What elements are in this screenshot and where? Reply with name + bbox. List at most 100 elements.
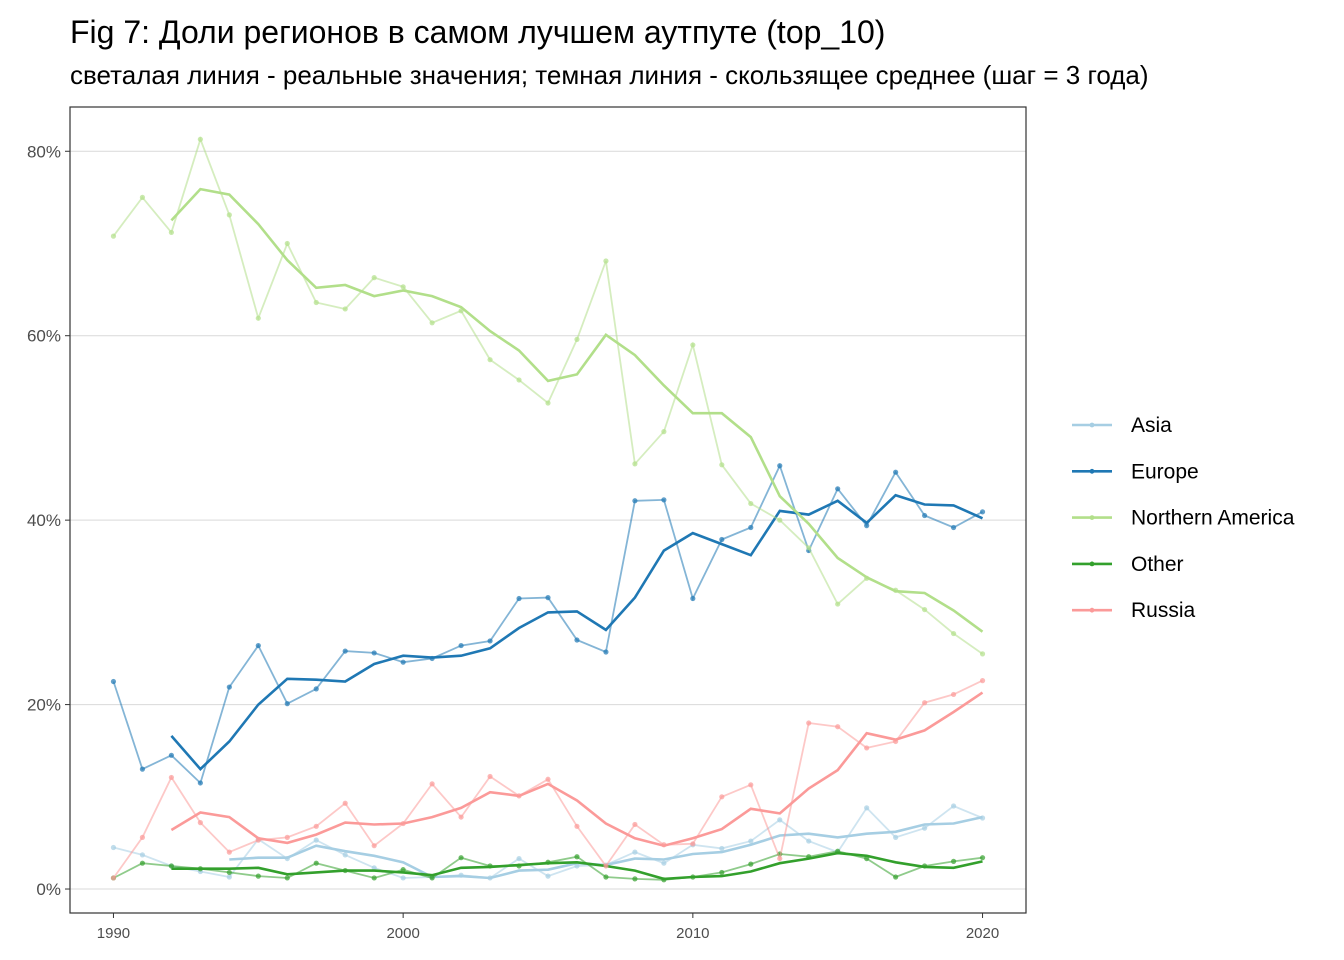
raw-point-russia (371, 843, 377, 849)
raw-point-other (574, 854, 580, 860)
series-other (110, 848, 986, 883)
raw-point-northern-america (168, 229, 174, 236)
raw-point-northern-america (922, 606, 928, 613)
rolling-line-other (171, 851, 983, 881)
raw-point-russia (979, 678, 986, 684)
raw-point-other (313, 860, 319, 866)
raw-point-northern-america (429, 320, 435, 326)
raw-point-asia (777, 817, 783, 823)
plot-border (69, 106, 1027, 914)
raw-point-europe (255, 642, 261, 649)
raw-point-asia (748, 838, 754, 844)
raw-point-other (284, 875, 290, 881)
raw-point-europe (342, 648, 348, 654)
raw-point-russia (429, 781, 435, 787)
raw-point-europe (748, 524, 754, 531)
raw-point-northern-america (574, 336, 580, 342)
raw-point-northern-america (255, 315, 261, 321)
raw-point-northern-america (835, 601, 841, 607)
raw-point-europe (487, 638, 493, 644)
raw-point-northern-america (284, 240, 290, 247)
raw-point-other (950, 858, 957, 864)
raw-point-northern-america (313, 299, 319, 306)
raw-point-northern-america (487, 357, 493, 363)
raw-point-russia (226, 849, 232, 855)
raw-point-europe (922, 512, 928, 519)
x-tick-label: 2010 (676, 925, 709, 942)
raw-point-other (226, 869, 232, 876)
series-europe (110, 463, 986, 786)
raw-point-europe (516, 595, 522, 602)
raw-point-europe (110, 678, 117, 685)
raw-point-other (719, 869, 725, 876)
raw-point-europe (719, 536, 725, 543)
raw-point-europe (574, 637, 580, 643)
raw-point-russia (835, 724, 841, 730)
raw-point-other (400, 867, 406, 873)
raw-point-europe (979, 509, 986, 515)
x-tick-label: 2020 (966, 925, 999, 942)
raw-point-northern-america (516, 377, 522, 383)
rolling-line-europe (170, 493, 984, 771)
raw-point-russia (777, 855, 783, 862)
legend-key-point-europe (1089, 468, 1095, 474)
chart-title: Fig 7: Доли регионов в самом лучшем аутп… (70, 14, 886, 50)
y-tick-label: 20% (27, 696, 61, 715)
raw-point-russia (168, 774, 174, 781)
raw-point-russia (197, 820, 203, 826)
raw-point-russia (139, 834, 146, 840)
raw-point-asia (661, 860, 667, 866)
raw-point-europe (864, 523, 870, 529)
raw-point-russia (284, 834, 290, 840)
raw-point-europe (226, 684, 232, 690)
raw-point-northern-america (661, 429, 667, 435)
rolling-line-russia (170, 691, 984, 848)
raw-point-northern-america (545, 400, 551, 406)
raw-point-other (893, 874, 899, 880)
raw-point-other (458, 855, 464, 861)
legend-label-europe: Europe (1131, 460, 1199, 483)
raw-point-northern-america (748, 500, 754, 507)
legend: Asia Europe Northern America Other Russia (1072, 414, 1295, 622)
raw-point-russia (690, 841, 696, 847)
raw-point-europe (690, 595, 696, 602)
raw-point-russia (110, 875, 117, 881)
raw-point-other (603, 874, 609, 880)
legend-item-northern-america: Northern America (1072, 507, 1295, 530)
raw-point-asia (893, 834, 899, 840)
raw-point-russia (806, 720, 812, 726)
raw-point-northern-america (632, 461, 638, 467)
raw-point-europe (139, 766, 146, 772)
raw-point-europe (284, 701, 290, 707)
raw-point-russia (922, 700, 928, 706)
x-tick-label: 1990 (97, 925, 130, 942)
raw-point-europe (197, 780, 203, 786)
raw-point-europe (371, 650, 377, 656)
raw-point-asia (950, 803, 957, 809)
raw-point-russia (632, 821, 638, 828)
raw-point-europe (168, 752, 174, 758)
legend-key-point-russia (1089, 607, 1095, 613)
raw-point-northern-america (806, 545, 812, 551)
raw-point-europe (950, 524, 957, 531)
raw-point-russia (487, 773, 493, 780)
raw-point-northern-america (342, 306, 348, 312)
raw-point-asia (371, 865, 377, 871)
raw-point-other (255, 873, 261, 879)
y-tick-label: 80% (27, 142, 61, 161)
raw-point-russia (864, 745, 870, 751)
raw-point-other (979, 855, 986, 861)
raw-point-northern-america (400, 284, 406, 290)
raw-point-other (371, 875, 377, 881)
raw-point-russia (950, 691, 957, 698)
raw-point-russia (719, 794, 725, 800)
y-tick-label: 0% (36, 880, 61, 899)
raw-point-europe (400, 659, 406, 665)
x-tick-label: 2000 (386, 925, 419, 942)
raw-point-asia (226, 874, 232, 880)
legend-label-other: Other (1131, 553, 1184, 576)
legend-label-russia: Russia (1131, 599, 1196, 622)
raw-point-russia (603, 863, 609, 869)
series-layer (110, 136, 986, 883)
